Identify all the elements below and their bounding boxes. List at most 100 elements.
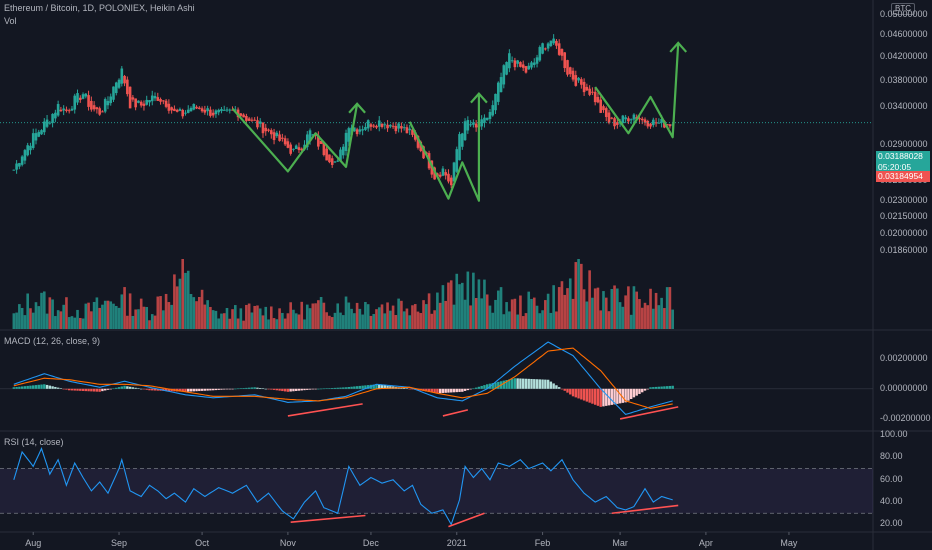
macd-histogram-bar [303, 388, 306, 391]
candle-body [117, 79, 121, 88]
macd-histogram-bar [522, 378, 525, 389]
volume-bar [137, 309, 140, 329]
volume-bar [222, 313, 226, 329]
candle-body [616, 122, 619, 125]
candle-body [624, 117, 627, 120]
volume-bar [491, 312, 495, 329]
macd-histogram-bar [236, 388, 240, 390]
candle-body [602, 106, 605, 111]
candle-body [571, 70, 575, 80]
macd-histogram-bar [599, 388, 602, 407]
candle-body [87, 95, 90, 107]
volume-bar [391, 305, 395, 329]
macd-histogram-bar [62, 388, 65, 390]
arrow-head [470, 91, 488, 104]
currency-badge[interactable]: BTC [891, 3, 915, 15]
macd-histogram-bar [646, 388, 649, 390]
volume-bar [242, 320, 245, 329]
macd-histogram-bar [452, 388, 456, 393]
volume-bar [300, 301, 304, 329]
volume-bar [325, 312, 328, 329]
candle-body [150, 95, 154, 102]
macd-histogram-bar [336, 387, 339, 389]
macd-histogram-bar [411, 388, 414, 390]
trend-drawings[interactable] [231, 41, 688, 202]
macd-histogram-bar [192, 388, 195, 392]
volume-bar [90, 311, 93, 329]
candle-body [458, 134, 461, 161]
candle-body [447, 173, 450, 182]
candle-body [170, 107, 173, 111]
volume-bar [422, 300, 425, 329]
macd-histogram-bar [225, 388, 229, 390]
macd-histogram-bar [275, 388, 279, 391]
volume-bar [114, 305, 118, 329]
macd-histogram-bar [184, 388, 187, 392]
rsi-divergence-line [611, 504, 679, 515]
volume-bar [405, 308, 409, 329]
candle-body [90, 100, 93, 110]
volume-bar [311, 303, 315, 329]
macd-histogram-bar [450, 388, 453, 393]
macd-histogram-bar [70, 388, 74, 391]
candle-body [142, 103, 146, 106]
macd-histogram-bar [330, 388, 334, 389]
candle-body [657, 122, 661, 124]
candle-body [402, 127, 406, 129]
volume-bar [455, 273, 459, 329]
candle-body [70, 108, 74, 111]
macd-histogram-bar [250, 387, 254, 389]
macd-histogram-bar [245, 387, 248, 389]
volume-bar [173, 274, 176, 329]
macd-histogram-bar [524, 378, 528, 389]
macd-histogram-bar [616, 388, 619, 404]
candle-body [269, 130, 273, 135]
macd-histogram-bar [297, 388, 301, 391]
volume-bar [103, 300, 107, 329]
macd-histogram-bar [569, 388, 572, 395]
macd-histogram-bar [358, 385, 362, 389]
candle-body [538, 47, 542, 61]
candle-body [195, 106, 198, 109]
x-tick: Oct [195, 538, 210, 548]
volume-bar [438, 302, 442, 329]
macd-histogram-bar [272, 388, 276, 390]
volume-bar [366, 304, 370, 329]
candle-body [314, 134, 317, 136]
candle-body [214, 110, 218, 115]
volume-bar [322, 302, 326, 329]
macd-histogram-bar [355, 386, 359, 389]
volume-bar [341, 315, 345, 329]
volume-bar [419, 313, 423, 329]
macd-histogram-bar [580, 388, 583, 400]
volume-bar [568, 278, 572, 329]
candle-body [164, 100, 168, 107]
candle-body [330, 158, 334, 165]
macd-histogram-bar [438, 388, 442, 394]
macd-histogram-bar [270, 388, 273, 390]
macd-y-tick: 0.00200000 [880, 352, 928, 363]
candle-body [483, 117, 486, 123]
volume-bar [549, 312, 553, 329]
candle-body [319, 140, 323, 144]
macd-histogram-bar [32, 385, 35, 389]
macd-histogram-bar [566, 388, 569, 393]
candle-body [162, 100, 165, 102]
candle-body [411, 129, 414, 135]
volume-bar [81, 318, 85, 329]
macd-histogram-bar [546, 379, 550, 389]
macd-histogram-bar [81, 388, 85, 391]
macd-histogram-bar [103, 388, 107, 391]
volume-bar [65, 297, 68, 329]
volume-bar [231, 309, 234, 329]
macd-histogram-bar [350, 386, 353, 389]
volume-bar [292, 309, 295, 329]
volume-bar [189, 294, 193, 329]
volume-bar [502, 314, 506, 329]
candle-body [394, 125, 398, 132]
candle-body [544, 48, 547, 50]
volume-bar [613, 285, 616, 329]
candle-body [353, 127, 356, 132]
macd-histogram-bar [139, 388, 143, 390]
